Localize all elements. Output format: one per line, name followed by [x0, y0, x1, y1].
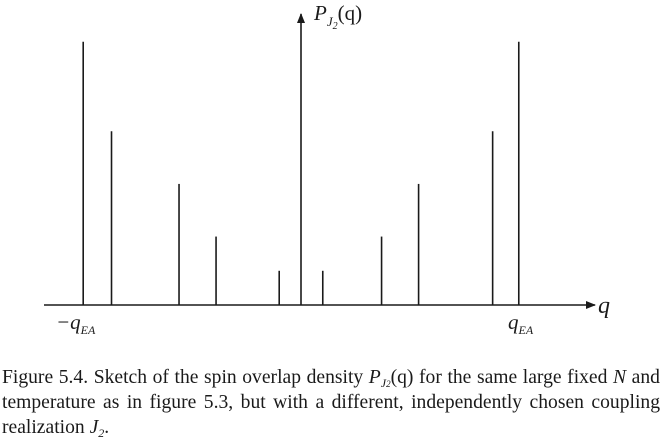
- figure-caption: Figure 5.4. Sketch of the spin overlap d…: [2, 365, 660, 440]
- caption-label: Figure 5.4.: [2, 367, 89, 388]
- tick-label-minus-qea: −qEA: [56, 310, 96, 337]
- overlap-density-chart: PJ2(q) q −qEA qEA: [44, 1, 610, 337]
- tick-label-qea: qEA: [508, 310, 534, 337]
- density-spikes: [82, 41, 520, 305]
- caption-text-2: for the same large fixed: [419, 367, 608, 388]
- y-axis-label: PJ2(q): [313, 1, 362, 32]
- caption-symbol-arg: (q): [390, 367, 414, 388]
- caption-symbol-j2: J2: [89, 417, 105, 440]
- caption-text-3: and temperature as in figure 5.3, but wi…: [2, 367, 660, 438]
- caption-symbol-p: PJ2: [368, 367, 391, 390]
- caption-end: .: [104, 417, 110, 438]
- caption-symbol-n: N: [613, 367, 627, 388]
- overlap-density-figure: PJ2(q) q −qEA qEA: [44, 1, 610, 337]
- x-axis-label: q: [598, 293, 610, 319]
- caption-text-1: Sketch of the spin overlap density: [93, 367, 364, 388]
